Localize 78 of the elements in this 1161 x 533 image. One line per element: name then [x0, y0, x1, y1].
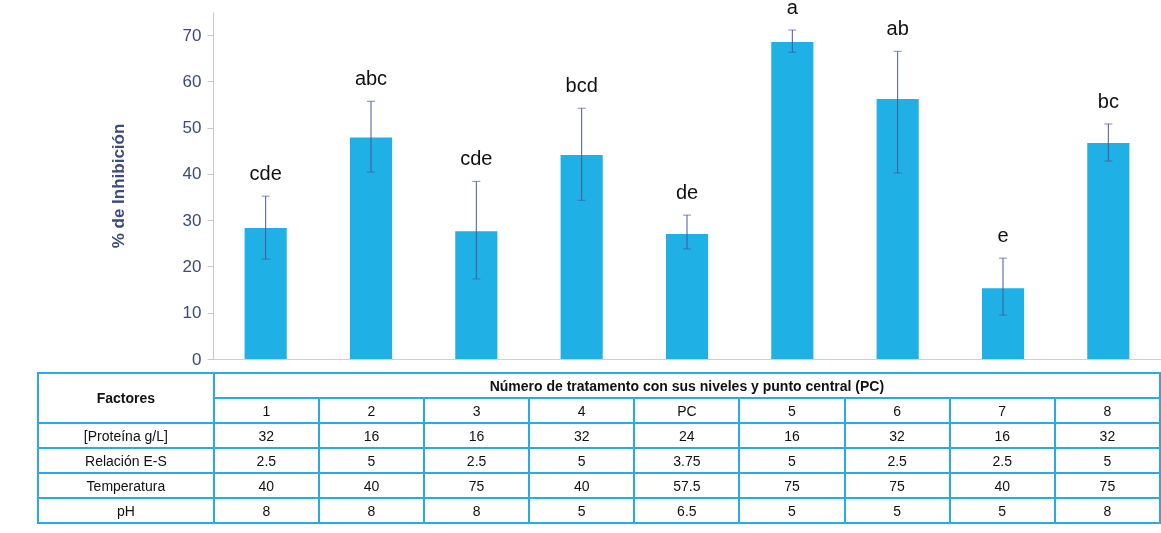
text: 2.5	[949, 448, 1055, 473]
bar	[771, 42, 814, 359]
text: 32	[213, 423, 319, 448]
text: Relación E-S	[38, 448, 214, 473]
text: 5	[1054, 448, 1160, 473]
text: 5	[529, 498, 635, 523]
text: 75	[739, 473, 845, 498]
bar	[1087, 142, 1130, 359]
x-tick-label: 3	[424, 398, 530, 423]
text: 5	[529, 448, 635, 473]
text: 8	[1054, 498, 1160, 523]
bar	[455, 231, 498, 359]
text: 2.5	[213, 448, 319, 473]
text: 32	[844, 423, 950, 448]
text: 32	[529, 423, 635, 448]
x-tick-label: 5	[739, 398, 845, 423]
text: 24	[634, 423, 740, 448]
y-tick-label: 40	[182, 164, 202, 184]
bar	[244, 228, 287, 359]
text: 5	[318, 448, 425, 473]
text: 16	[739, 423, 845, 448]
text: 32	[1054, 423, 1160, 448]
text: 40	[529, 473, 635, 498]
bar	[349, 137, 393, 359]
y-tick-label: 0	[192, 349, 202, 369]
text: 3.75	[634, 448, 740, 473]
y-tick-label: 10	[182, 303, 202, 323]
text: 40	[949, 473, 1055, 498]
annotation: bc	[1097, 89, 1119, 112]
text: 75	[1054, 473, 1160, 498]
y-tick-label: 60	[182, 71, 202, 91]
annotation: e	[997, 224, 1009, 247]
annotation: a	[786, 0, 799, 19]
text: Factores	[38, 373, 214, 423]
text: 75	[424, 473, 530, 498]
text: 8	[424, 498, 530, 523]
x-tick-label: 2	[318, 398, 425, 423]
bar	[665, 234, 709, 359]
text: 8	[213, 498, 319, 523]
text: 5	[739, 448, 845, 473]
text: pH	[38, 498, 214, 523]
bar	[876, 98, 919, 359]
bar	[981, 288, 1025, 359]
y-tick-label: 30	[182, 210, 202, 230]
annotation: bcd	[565, 74, 598, 97]
annotation: abc	[354, 67, 388, 90]
text: 5	[739, 498, 845, 523]
x-axis-title: Número de tratamento con sus niveles y punto central (PC)	[213, 373, 1160, 398]
text: 2.5	[844, 448, 950, 473]
x-tick-label: 7	[949, 398, 1055, 423]
x-tick-label: 6	[844, 398, 950, 423]
bar	[560, 154, 603, 359]
text: 6.5	[634, 498, 740, 523]
text: 40	[318, 473, 425, 498]
text: [Proteína g/L]	[38, 423, 214, 448]
annotation: cde	[249, 162, 282, 185]
annotation: cde	[460, 147, 493, 170]
text: 8	[318, 498, 425, 523]
text: 2.5	[424, 448, 530, 473]
x-tick-label: PC	[634, 398, 740, 423]
text: 5	[844, 498, 950, 523]
x-tick-label: 4	[529, 398, 635, 423]
annotation: ab	[886, 17, 909, 40]
text: 16	[424, 423, 530, 448]
y-tick-label: 70	[182, 25, 202, 45]
x-tick-label: 1	[213, 398, 319, 423]
text: Temperatura	[38, 473, 214, 498]
text: 5	[949, 498, 1055, 523]
y-tick-label: 50	[182, 118, 202, 138]
text: 40	[213, 473, 319, 498]
y-axis-title: % de Inhibición	[108, 123, 128, 249]
y-tick-label: 20	[182, 256, 202, 276]
text: 75	[844, 473, 950, 498]
text: 16	[949, 423, 1055, 448]
x-tick-label: 8	[1054, 398, 1160, 423]
text: 57.5	[634, 473, 740, 498]
annotation: de	[675, 181, 699, 204]
text: 16	[318, 423, 425, 448]
